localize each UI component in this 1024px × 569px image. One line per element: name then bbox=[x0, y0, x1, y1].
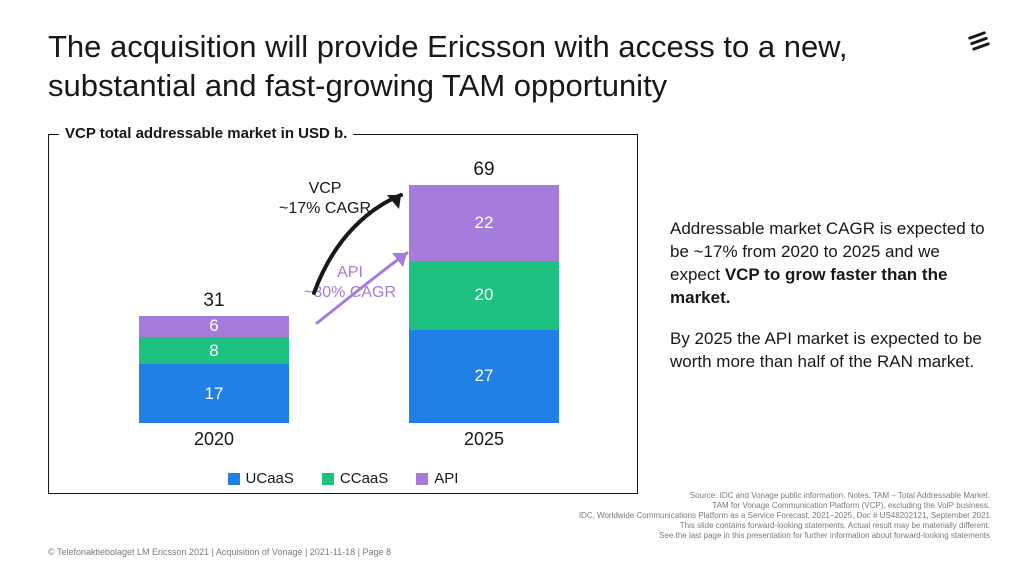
legend-label: API bbox=[434, 470, 458, 487]
body-paragraph-2: By 2025 the API market is expected to be… bbox=[670, 328, 990, 374]
legend-swatch-icon bbox=[322, 473, 334, 485]
bar-segment: 17 bbox=[139, 364, 289, 423]
bar-segment: 20 bbox=[409, 261, 559, 330]
source-notes: Source: IDC and Vonage public informatio… bbox=[430, 491, 990, 541]
chart-frame: VCP total addressable market in USD b. 1… bbox=[48, 134, 638, 494]
chart-legend: UCaaS CCaaS API bbox=[49, 470, 637, 487]
legend-item: CCaaS bbox=[322, 470, 388, 487]
bar-segment: 22 bbox=[409, 185, 559, 261]
page-title: The acquisition will provide Ericsson wi… bbox=[48, 28, 928, 106]
ericsson-logo-icon bbox=[968, 30, 990, 52]
body-text: Addressable market CAGR is expected to b… bbox=[670, 218, 990, 392]
bar: 1786 bbox=[139, 316, 289, 423]
source-line: TAM for Vonage Communication Platform (V… bbox=[430, 501, 990, 511]
legend-label: CCaaS bbox=[340, 470, 388, 487]
source-line: This slide contains forward-looking stat… bbox=[430, 521, 990, 531]
chart-area: 1786 31 2020 272022 69 2025 VCP~17% CAGR API~30… bbox=[69, 153, 619, 453]
bar-segment: 27 bbox=[409, 330, 559, 423]
footer-text: © Telefonaktiebolaget LM Ericsson 2021 |… bbox=[48, 547, 391, 557]
chart-annotation: VCP~17% CAGR bbox=[279, 179, 371, 219]
legend-swatch-icon bbox=[228, 473, 240, 485]
legend-swatch-icon bbox=[416, 473, 428, 485]
bar-segment: 8 bbox=[139, 337, 289, 365]
category-label: 2025 bbox=[409, 429, 559, 450]
bar-total-label: 31 bbox=[139, 290, 289, 312]
legend-item: UCaaS bbox=[228, 470, 294, 487]
legend-item: API bbox=[416, 470, 458, 487]
source-line: IDC, Worldwide Communications Platform a… bbox=[430, 511, 990, 521]
bar-segment: 6 bbox=[139, 316, 289, 337]
chart-annotation: API~30% CAGR bbox=[304, 263, 396, 303]
chart-title: VCP total addressable market in USD b. bbox=[59, 125, 353, 142]
legend-label: UCaaS bbox=[246, 470, 294, 487]
source-line: Source: IDC and Vonage public informatio… bbox=[430, 491, 990, 501]
body-paragraph-1: Addressable market CAGR is expected to b… bbox=[670, 218, 990, 310]
category-label: 2020 bbox=[139, 429, 289, 450]
bar-total-label: 69 bbox=[409, 159, 559, 181]
bar: 272022 bbox=[409, 185, 559, 423]
source-line: See the last page in this presentation f… bbox=[430, 531, 990, 541]
